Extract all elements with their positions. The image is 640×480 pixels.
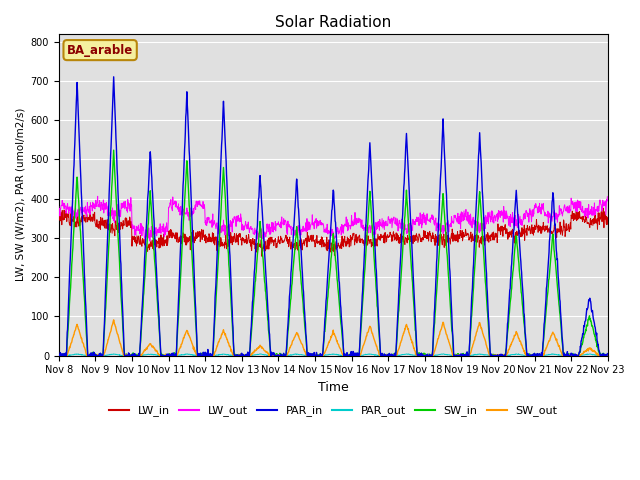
SW_in — [539, 344, 547, 350]
SW_out — [604, 351, 611, 357]
PAR_out — [515, 351, 522, 357]
SW_out — [239, 352, 246, 358]
SW_in — [178, 255, 186, 261]
SW_in — [419, 353, 427, 359]
SW_in — [55, 353, 63, 359]
PAR_in — [55, 353, 63, 359]
Line: LW_in: LW_in — [59, 208, 607, 256]
PAR_in — [164, 353, 172, 359]
Line: SW_out: SW_out — [59, 320, 607, 356]
LW_out — [178, 211, 186, 217]
Line: LW_out: LW_out — [59, 196, 607, 241]
PAR_out — [239, 353, 246, 359]
PAR_in — [539, 348, 547, 353]
SW_out — [539, 352, 547, 358]
LW_out — [419, 212, 427, 217]
Text: BA_arable: BA_arable — [67, 44, 133, 57]
LW_in — [55, 206, 63, 212]
PAR_in — [419, 353, 426, 359]
PAR_out — [419, 353, 426, 359]
PAR_out — [604, 353, 611, 359]
PAR_out — [539, 353, 547, 359]
SW_out — [177, 341, 185, 347]
PAR_in — [490, 353, 498, 359]
SW_in — [604, 353, 611, 359]
LW_out — [55, 204, 63, 209]
PAR_out — [55, 352, 63, 358]
LW_in — [599, 205, 607, 211]
PAR_out — [490, 353, 498, 359]
LW_in — [539, 223, 547, 229]
LW_in — [419, 235, 426, 240]
LW_out — [146, 238, 154, 244]
PAR_in — [110, 74, 118, 80]
X-axis label: Time: Time — [318, 381, 349, 394]
LW_in — [490, 237, 498, 242]
Line: PAR_in: PAR_in — [59, 77, 607, 356]
SW_in — [239, 353, 247, 359]
SW_out — [490, 353, 498, 359]
LW_in — [177, 241, 184, 247]
Line: PAR_out: PAR_out — [59, 354, 607, 356]
PAR_out — [164, 353, 172, 359]
Legend: LW_in, LW_out, PAR_in, PAR_out, SW_in, SW_out: LW_in, LW_out, PAR_in, PAR_out, SW_in, S… — [104, 401, 562, 421]
PAR_in — [239, 353, 246, 359]
SW_out — [164, 352, 172, 358]
PAR_out — [177, 352, 185, 358]
SW_in — [110, 147, 118, 153]
PAR_in — [604, 351, 611, 357]
SW_out — [55, 353, 63, 359]
LW_out — [604, 194, 611, 200]
PAR_in — [177, 230, 185, 236]
Line: SW_in: SW_in — [59, 150, 607, 356]
LW_out — [491, 212, 499, 218]
LW_in — [604, 215, 611, 220]
Y-axis label: LW, SW (W/m2), PAR (umol/m2/s): LW, SW (W/m2), PAR (umol/m2/s) — [15, 108, 25, 281]
LW_out — [239, 227, 247, 233]
LW_out — [94, 193, 102, 199]
Title: Solar Radiation: Solar Radiation — [275, 15, 392, 30]
LW_in — [258, 253, 266, 259]
PAR_out — [58, 353, 66, 359]
SW_in — [491, 352, 499, 358]
LW_out — [164, 220, 172, 226]
SW_in — [164, 353, 172, 359]
LW_in — [238, 236, 246, 241]
LW_in — [164, 242, 172, 248]
LW_out — [539, 205, 547, 211]
SW_out — [419, 353, 426, 359]
SW_out — [110, 317, 118, 323]
SW_in — [56, 353, 63, 359]
